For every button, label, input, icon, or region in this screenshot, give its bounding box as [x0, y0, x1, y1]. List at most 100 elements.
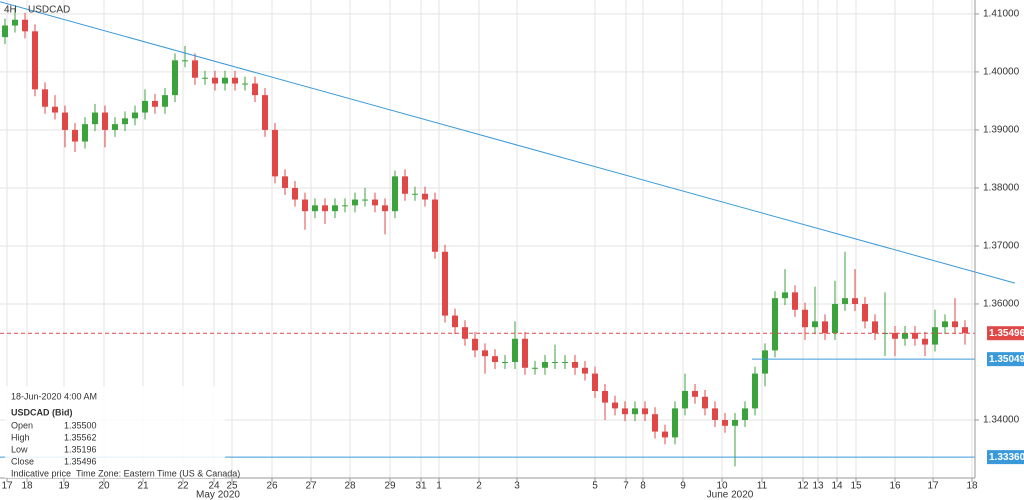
candle-body — [532, 367, 538, 369]
candle-body — [592, 373, 598, 391]
candle-body — [662, 431, 668, 438]
candle-body — [692, 390, 698, 397]
candle-body — [152, 100, 158, 107]
x-tick-label: 20 — [98, 481, 110, 492]
candle-body — [632, 408, 638, 415]
candle-body — [112, 124, 118, 130]
info-symbol: USDCAD (Bid) — [11, 407, 73, 417]
info-label: High — [11, 432, 30, 442]
x-tick-label: 25 — [226, 481, 238, 492]
candle-body — [62, 112, 68, 130]
candle-body — [622, 408, 628, 415]
candle-body — [382, 205, 388, 212]
y-tick-label: 1.39000 — [983, 125, 1020, 136]
candle-body — [22, 19, 28, 32]
candle-body — [922, 338, 928, 345]
candle-body — [12, 19, 18, 26]
timeframe: 4H — [4, 5, 17, 16]
candle-body — [322, 205, 328, 212]
candle-body — [72, 129, 78, 142]
info-value: 1.35496 — [64, 456, 97, 466]
info-rows: Open 1.35500 High 1.35562 Low 1.35196 Close 1.3… — [11, 420, 97, 466]
candle-body — [742, 408, 748, 420]
candle-body — [502, 361, 508, 363]
x-tick-label: 21 — [137, 481, 149, 492]
chart-title: USDCAD — [28, 5, 70, 16]
candle-body — [932, 327, 938, 345]
x-tick-label: 15 — [850, 481, 862, 492]
candle-body — [192, 60, 198, 78]
candle-body — [762, 350, 768, 374]
candle-body — [202, 77, 208, 79]
candles — [2, 8, 968, 467]
candle-body — [282, 176, 288, 188]
candle-body — [242, 83, 248, 85]
candle-body — [702, 396, 708, 409]
price-tag-label: 1.33360 — [989, 452, 1024, 463]
candle-body — [142, 100, 148, 113]
x-tick-label: 16 — [889, 481, 901, 492]
candle-body — [902, 332, 908, 339]
x-tick-label: 28 — [344, 481, 356, 492]
x-tick-label: 7 — [623, 481, 629, 492]
x-tick-label: 13 — [812, 481, 824, 492]
candle-body — [442, 251, 448, 316]
x-tick-label: 10 — [716, 481, 728, 492]
candle-body — [732, 419, 738, 426]
candle-body — [612, 402, 618, 409]
candle-body — [792, 292, 798, 310]
candle-body — [712, 408, 718, 420]
info-note: Indicative price — [11, 468, 71, 478]
candle-body — [292, 187, 298, 200]
y-tick-label: 1.34000 — [983, 415, 1020, 426]
info-value: 1.35500 — [64, 420, 97, 430]
x-tick-label: 17 — [927, 481, 939, 492]
candle-body — [952, 321, 958, 328]
candle-body — [542, 361, 548, 368]
y-tick-label: 1.40000 — [983, 67, 1020, 78]
candle-body — [392, 176, 398, 212]
month-label: June 2020 — [707, 490, 754, 500]
candle-body — [942, 321, 948, 328]
x-tick-label: 31 — [415, 481, 427, 492]
candle-body — [302, 199, 308, 212]
x-tick-label: 3 — [514, 481, 520, 492]
candle-body — [362, 199, 368, 201]
candle-body — [402, 176, 408, 194]
x-tick-label: 19 — [58, 481, 70, 492]
x-tick-label: 12 — [797, 481, 809, 492]
candle-body — [432, 199, 438, 252]
candle-body — [352, 199, 358, 206]
candle-body — [772, 298, 778, 351]
candle-body — [912, 332, 918, 339]
candle-body — [752, 373, 758, 409]
candle-body — [332, 205, 338, 212]
candle-body — [872, 321, 878, 333]
price-tag — [987, 326, 1024, 341]
candle-body — [472, 338, 478, 351]
candle-body — [582, 367, 588, 374]
candle-body — [82, 124, 88, 142]
x-tick-label: 14 — [831, 481, 843, 492]
candle-body — [252, 83, 258, 96]
x-tick-label: 8 — [640, 481, 646, 492]
candle-body — [782, 292, 788, 299]
candle-body — [492, 356, 498, 362]
candle-body — [52, 106, 58, 113]
candle-body — [672, 408, 678, 438]
candle-body — [132, 112, 138, 119]
candle-body — [222, 77, 228, 84]
x-tick-label: 2 — [476, 481, 482, 492]
trend-line — [0, 1, 1016, 284]
x-tick-label: 26 — [266, 481, 278, 492]
candle-body — [832, 303, 838, 333]
candle-body — [822, 321, 828, 333]
candle-body — [412, 193, 418, 195]
candle-body — [552, 361, 558, 363]
candle-body — [722, 419, 728, 426]
candle-body — [962, 327, 968, 333]
candle-body — [122, 118, 128, 125]
candle-body — [212, 77, 218, 84]
candle-body — [342, 205, 348, 207]
info-value: 1.35196 — [64, 444, 97, 454]
